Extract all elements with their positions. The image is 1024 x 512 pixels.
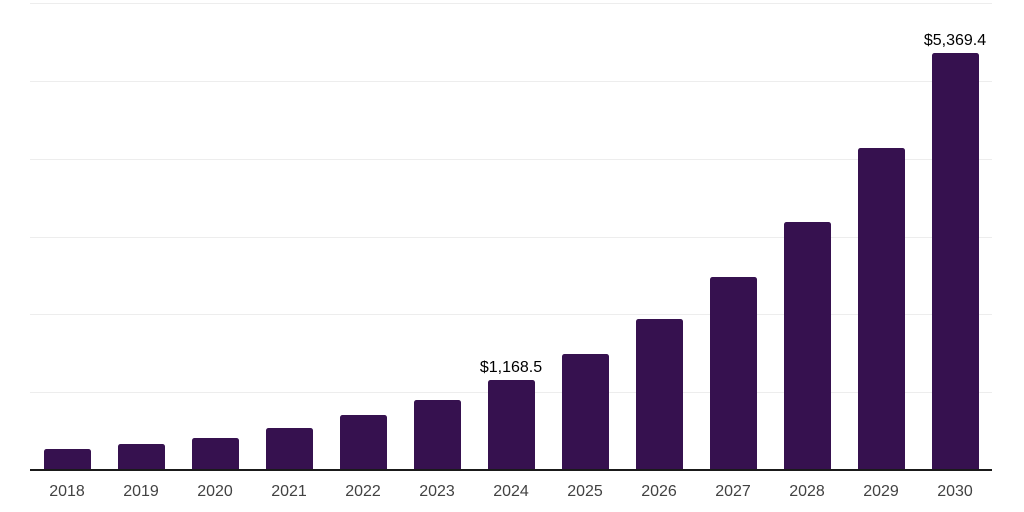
bars-row: $1,168.5 $5,369.4	[30, 0, 992, 471]
x-tick-label-2028: 2028	[789, 483, 825, 500]
x-tick-label-2025: 2025	[567, 483, 603, 500]
bar-2020	[191, 437, 239, 471]
gridline	[30, 314, 992, 316]
bar-slot-2030: $5,369.4	[918, 0, 992, 471]
x-tick-label-2021: 2021	[271, 483, 307, 500]
bar-2025	[561, 353, 609, 471]
x-tick-label-2018: 2018	[49, 483, 85, 500]
x-tick-label-2024: 2024	[493, 483, 529, 500]
x-tick-label-2020: 2020	[197, 483, 233, 500]
x-tick-label-2027: 2027	[715, 483, 751, 500]
x-tick-label-2030: 2030	[937, 483, 973, 500]
gridline	[30, 236, 992, 238]
bar-slot-2025	[548, 0, 622, 471]
bar-2027	[709, 277, 757, 471]
bar-2026	[635, 319, 683, 471]
bar-slot-2024: $1,168.5	[474, 0, 548, 471]
gridline	[30, 3, 992, 4]
x-tick-label-2029: 2029	[863, 483, 899, 500]
bar-2018	[43, 449, 91, 471]
bar-2030: $5,369.4	[924, 32, 986, 471]
bar-slot-2020	[178, 0, 252, 471]
x-tick-label-2023: 2023	[419, 483, 455, 500]
gridline	[30, 80, 992, 82]
bar-slot-2022	[326, 0, 400, 471]
bar-2022	[339, 415, 387, 471]
x-tick-label-2022: 2022	[345, 483, 381, 500]
x-tick-label-2026: 2026	[641, 483, 677, 500]
bar-2021	[265, 428, 313, 471]
plot-area: $1,168.5 $5,369.4	[30, 0, 992, 471]
x-tick-label-2019: 2019	[123, 483, 159, 500]
bar-slot-2027	[696, 0, 770, 471]
x-axis-line	[30, 469, 992, 471]
bar-2029	[857, 147, 905, 471]
bar-slot-2026	[622, 0, 696, 471]
bar-2023	[413, 400, 461, 471]
bar-slot-2021	[252, 0, 326, 471]
bar-2028	[783, 221, 831, 471]
bar-2019	[117, 444, 165, 471]
bar-slot-2018	[30, 0, 104, 471]
x-axis-tick-labels: 2018 2019 2020 2021 2022 2023 2024 2025 2026 2027…	[30, 483, 992, 501]
bar-slot-2029	[844, 0, 918, 471]
bar-value-label-2030: $5,369.4	[923, 31, 987, 49]
gridline	[30, 158, 992, 160]
bar-slot-2023	[400, 0, 474, 471]
bar-slot-2028	[770, 0, 844, 471]
bar-slot-2019	[104, 0, 178, 471]
bar-value-label-2024: $1,168.5	[479, 358, 543, 376]
bar-2024: $1,168.5	[480, 359, 542, 471]
